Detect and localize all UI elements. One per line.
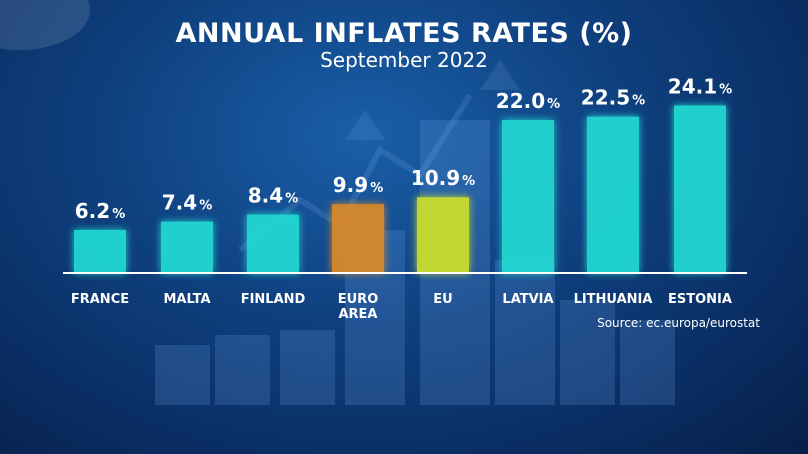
data-label: 9.9% [333, 173, 383, 197]
bar-france [74, 229, 126, 273]
bar-euro-area [332, 204, 384, 273]
category-label: LATVIA [502, 292, 553, 307]
category-label: FINLAND [241, 292, 306, 307]
data-label: 22.0% [496, 89, 560, 113]
chart-subtitle: September 2022 [320, 48, 488, 72]
bar-finland [247, 214, 299, 273]
data-label: 22.5% [581, 86, 645, 110]
data-label: 6.2% [75, 199, 125, 223]
data-label: 8.4% [248, 184, 298, 208]
data-label: 24.1% [668, 75, 732, 99]
bar-latvia [502, 120, 554, 273]
chart-title: ANNUAL INFLATES RATES (%) [175, 18, 633, 49]
bar-eu [417, 197, 469, 273]
category-label: EU [433, 292, 452, 307]
category-label: EURO AREA [338, 292, 379, 322]
source-note: Source: ec.europa/eurostat [597, 316, 760, 330]
category-label: FRANCE [71, 292, 129, 307]
data-label: 10.9% [411, 166, 475, 190]
bar-lithuania [587, 116, 639, 273]
data-label: 7.4% [162, 191, 212, 215]
category-label: ESTONIA [668, 292, 732, 307]
bar-estonia [674, 105, 726, 273]
category-label: MALTA [163, 292, 210, 307]
category-label: LITHUANIA [574, 292, 653, 307]
bar-malta [161, 221, 213, 273]
